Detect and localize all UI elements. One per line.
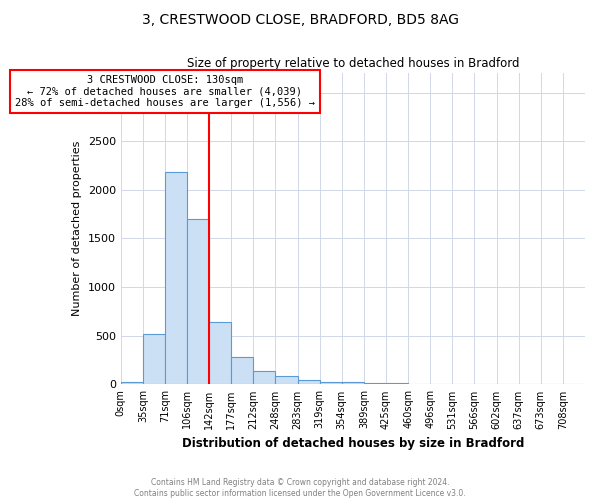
- Text: Contains HM Land Registry data © Crown copyright and database right 2024.
Contai: Contains HM Land Registry data © Crown c…: [134, 478, 466, 498]
- Bar: [364, 383, 386, 384]
- Bar: [275, 376, 298, 384]
- Bar: [342, 382, 364, 384]
- Bar: [231, 357, 253, 384]
- X-axis label: Distribution of detached houses by size in Bradford: Distribution of detached houses by size …: [182, 437, 524, 450]
- Bar: [187, 219, 209, 384]
- Bar: [165, 172, 187, 384]
- Bar: [209, 322, 231, 384]
- Bar: [320, 382, 342, 384]
- Bar: [298, 380, 320, 384]
- Text: 3, CRESTWOOD CLOSE, BRADFORD, BD5 8AG: 3, CRESTWOOD CLOSE, BRADFORD, BD5 8AG: [142, 12, 458, 26]
- Bar: [143, 334, 165, 384]
- Text: 3 CRESTWOOD CLOSE: 130sqm
← 72% of detached houses are smaller (4,039)
28% of se: 3 CRESTWOOD CLOSE: 130sqm ← 72% of detac…: [15, 75, 315, 108]
- Bar: [253, 371, 275, 384]
- Bar: [121, 382, 143, 384]
- Y-axis label: Number of detached properties: Number of detached properties: [72, 141, 82, 316]
- Title: Size of property relative to detached houses in Bradford: Size of property relative to detached ho…: [187, 58, 519, 70]
